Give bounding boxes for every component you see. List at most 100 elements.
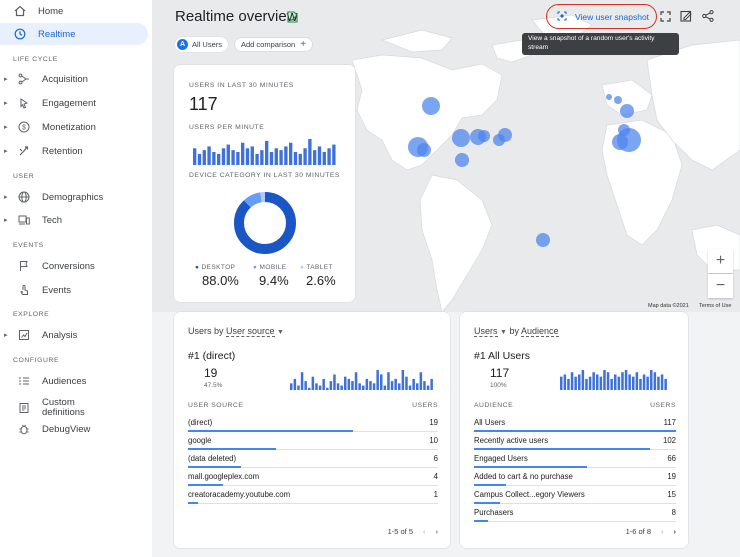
source-sparkline-bar — [380, 374, 383, 390]
devices-icon — [16, 212, 32, 228]
source-sparkline-bar — [300, 372, 304, 390]
audience-metric-selector[interactable]: Users — [474, 326, 498, 337]
snapshot-tooltip: View a snapshot of a random user's activ… — [522, 33, 679, 55]
nav-custom-definitions-label: Custom definitions — [42, 397, 85, 418]
users-per-minute-bar — [241, 142, 245, 165]
audience-table-row[interactable]: Recently active users 102 — [474, 432, 676, 450]
caret-down-icon[interactable]: ▼ — [277, 329, 284, 336]
chevron-left-icon[interactable]: ‹ — [661, 527, 664, 536]
audience-dimension-selector[interactable]: Audience — [520, 326, 559, 337]
nav-events[interactable]: Events — [0, 279, 148, 301]
nav-audiences[interactable]: Audiences — [0, 370, 148, 392]
comparison-letter-badge: A — [177, 39, 188, 50]
chevron-right-icon[interactable]: › — [435, 527, 439, 536]
source-sparkline-bar — [412, 378, 415, 390]
audience-sparkline-bar — [567, 378, 570, 390]
desktop-share-value: 88.0% — [202, 273, 239, 288]
users-30min-value: 117 — [189, 94, 218, 114]
source-sparkline-bar — [401, 370, 405, 390]
source-sparkline-bar — [383, 385, 387, 390]
users-per-minute-bar — [313, 150, 317, 165]
view-user-snapshot-button[interactable]: View user snapshot — [546, 4, 657, 29]
comparison-chip-all-users[interactable]: A All Users — [175, 37, 229, 52]
nav-custom-definitions[interactable]: Custom definitions — [0, 394, 148, 422]
tablet-share-value: 2.6% — [306, 273, 336, 288]
source-sparkline-bar — [297, 385, 300, 390]
nav-conversions[interactable]: Conversions — [0, 255, 148, 277]
svg-text:$: $ — [22, 125, 26, 132]
source-row-name: (direct) — [188, 418, 213, 427]
audience-card-title[interactable]: Users ▼ by Audience — [474, 326, 559, 337]
nav-realtime[interactable]: Realtime — [0, 23, 148, 45]
caret-down-icon[interactable]: ▼ — [500, 329, 507, 336]
nav-analysis[interactable]: ▸ Analysis — [0, 324, 148, 346]
nav-debugview[interactable]: DebugView — [0, 418, 148, 440]
source-sparkline-bar — [318, 385, 322, 390]
audience-table-row[interactable]: Engaged Users 66 — [474, 450, 676, 468]
source-table-row[interactable]: (data deleted) 6 — [188, 450, 438, 468]
source-card-title[interactable]: Users by User source ▼ — [188, 326, 284, 337]
share-icon[interactable] — [701, 9, 715, 23]
source-table-header: USER SOURCE USERS — [188, 402, 438, 409]
source-pager-label: 1-5 of 5 — [387, 527, 413, 536]
chevron-left-icon[interactable]: ‹ — [423, 527, 426, 536]
legend-mobile: ● MOBILE — [253, 264, 287, 271]
section-explore: EXPLORE — [13, 311, 50, 318]
add-comparison-button[interactable]: Add comparison + — [234, 37, 314, 52]
source-sparkline-bar — [398, 383, 401, 390]
audience-sparkline-bar — [632, 376, 635, 390]
source-table-row[interactable]: creatoracademy.youtube.com 1 — [188, 486, 438, 504]
users-per-minute-bar — [221, 148, 226, 165]
audience-sparkline-bar — [570, 372, 574, 390]
audience-row-name: Recently active users — [474, 436, 549, 445]
source-table-row[interactable]: mall.googleplex.com 4 — [188, 468, 438, 486]
source-top-value: 19 — [204, 366, 218, 380]
audience-row-value: 66 — [667, 454, 676, 463]
legend-bullet: ● — [195, 264, 200, 271]
users-per-minute-bar — [332, 144, 336, 165]
source-table-row[interactable]: (direct) 19 — [188, 414, 438, 432]
nav-home[interactable]: Home — [0, 0, 148, 22]
chevron-right-icon[interactable]: › — [673, 527, 677, 536]
snapshot-icon — [557, 11, 567, 23]
source-row-name: mall.googleplex.com — [188, 472, 260, 481]
source-sparkline-bar — [290, 383, 293, 390]
nav-events-label: Events — [42, 284, 72, 296]
users-per-minute-bar — [317, 146, 322, 165]
monetization-icon: $ — [16, 119, 32, 135]
source-row-bar — [188, 484, 223, 486]
source-table-row[interactable]: google 10 — [188, 432, 438, 450]
audience-table-row[interactable]: Purchasers 8 — [474, 504, 676, 522]
nav-retention[interactable]: ▸ Retention — [0, 140, 148, 162]
nav-demographics-label: Demographics — [42, 191, 104, 203]
audience-sparkline-bar — [624, 370, 628, 390]
audience-table-row[interactable]: Campus Collect...egory Viewers 15 — [474, 486, 676, 504]
audience-sparkline-bar — [563, 374, 567, 390]
source-row-bar — [188, 430, 353, 432]
zoom-in-button[interactable]: + — [708, 249, 733, 273]
audience-sparkline-bar — [606, 372, 610, 390]
zoom-out-button[interactable]: − — [708, 274, 733, 298]
audience-sparkline-bar — [614, 374, 617, 390]
fullscreen-icon[interactable] — [658, 9, 672, 23]
audience-sparkline — [560, 370, 667, 390]
map-terms-link[interactable]: Terms of Use — [699, 303, 732, 309]
nav-demographics[interactable]: ▸ Demographics — [0, 186, 148, 208]
audience-sparkline-bar — [581, 370, 585, 390]
audience-top-percent: 100% — [490, 382, 507, 389]
nav-acquisition[interactable]: ▸ Acquisition — [0, 68, 148, 90]
section-lifecycle: LIFE CYCLE — [13, 56, 58, 63]
customize-report-icon[interactable] — [679, 9, 693, 23]
audience-sparkline-bar — [646, 376, 649, 390]
nav-audiences-label: Audiences — [42, 375, 87, 387]
source-dimension-selector[interactable]: User source — [226, 326, 275, 337]
nav-engagement[interactable]: ▸ Engagement — [0, 92, 148, 114]
nav-tech[interactable]: ▸ Tech — [0, 209, 148, 231]
audience-table-row[interactable]: All Users 117 — [474, 414, 676, 432]
export-icon[interactable] — [287, 11, 298, 26]
source-sparkline-bar — [365, 378, 369, 390]
nav-monetization[interactable]: ▸ $ Monetization — [0, 116, 148, 138]
audience-row-value: 15 — [667, 490, 676, 499]
audience-table-row[interactable]: Added to cart & no purchase 19 — [474, 468, 676, 486]
audience-row-name: Added to cart & no purchase — [474, 472, 573, 481]
